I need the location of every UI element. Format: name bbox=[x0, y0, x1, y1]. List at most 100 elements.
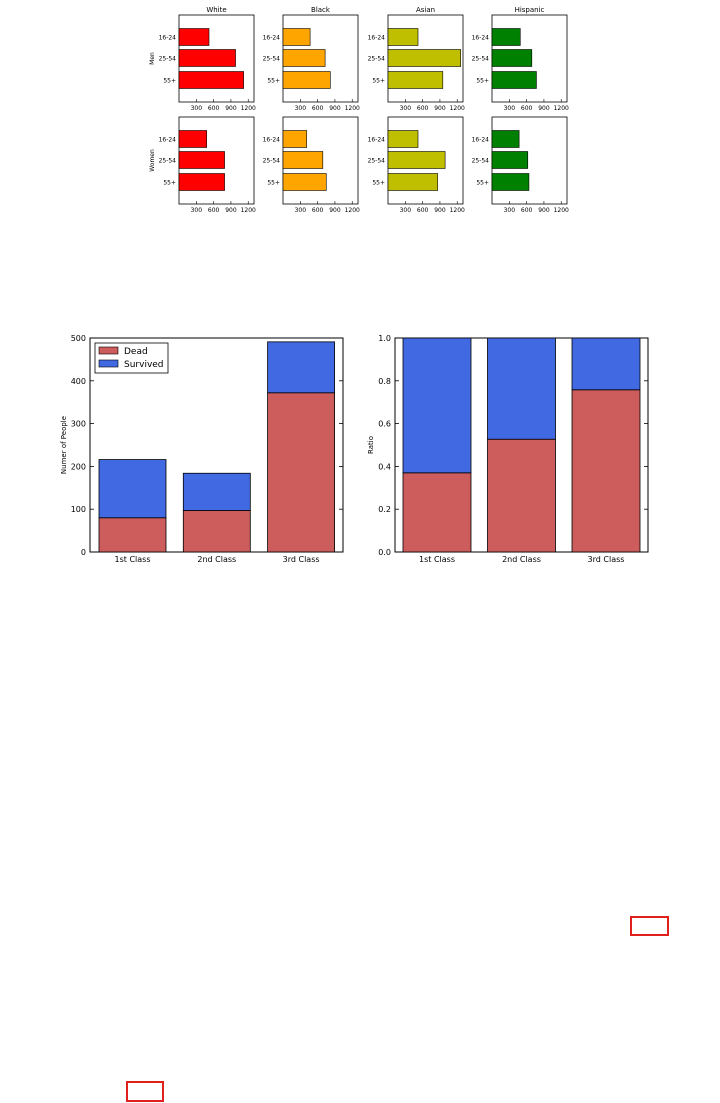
x-tick-label: 900 bbox=[538, 207, 550, 214]
row-label: Women bbox=[149, 149, 156, 172]
bar-16-24 bbox=[491, 130, 520, 148]
y-tick-label: 0.8 bbox=[378, 377, 391, 386]
x-tick-label: 1st Class bbox=[115, 555, 151, 564]
age-group-label: 25-54 bbox=[472, 56, 490, 63]
ratio-bar-upper-1 bbox=[402, 337, 472, 474]
x-tick-label: 3rd Class bbox=[283, 555, 320, 564]
x-tick-label: 600 bbox=[208, 105, 220, 112]
x-tick-label: 300 bbox=[295, 105, 307, 112]
age-group-label: 25-54 bbox=[159, 56, 177, 63]
age-group-label: 16-24 bbox=[472, 137, 490, 144]
y-tick-label: 500 bbox=[71, 334, 86, 343]
x-tick-label: 900 bbox=[434, 207, 446, 214]
legend-swatch bbox=[98, 346, 119, 355]
bar-25-54 bbox=[178, 49, 236, 67]
column-title: Hispanic bbox=[515, 6, 545, 14]
bar-16-24 bbox=[178, 130, 207, 148]
y-tick-label: 1.0 bbox=[378, 334, 391, 343]
age-group-label: 55+ bbox=[476, 180, 489, 187]
age-group-label: 55+ bbox=[163, 78, 176, 85]
x-tick-label: 600 bbox=[521, 207, 533, 214]
row-label: Men bbox=[149, 52, 156, 65]
age-group-label: 16-24 bbox=[159, 35, 177, 42]
red-annotation-box-lower bbox=[126, 1081, 164, 1102]
age-group-label: 25-54 bbox=[368, 158, 386, 165]
y-tick-label: 0.0 bbox=[378, 548, 391, 557]
x-tick-label: 1200 bbox=[450, 207, 465, 214]
bar-55+ bbox=[491, 71, 537, 89]
column-title: Asian bbox=[416, 6, 435, 14]
age-group-label: 16-24 bbox=[368, 137, 386, 144]
bar-dead-3 bbox=[267, 392, 336, 553]
legend-swatch bbox=[98, 359, 119, 368]
x-tick-label: 2nd Class bbox=[197, 555, 236, 564]
x-tick-label: 600 bbox=[417, 207, 429, 214]
x-tick-label: 900 bbox=[329, 207, 341, 214]
y-axis-label: Numer of People bbox=[60, 416, 68, 474]
x-tick-label: 300 bbox=[191, 105, 203, 112]
age-group-label: 55+ bbox=[267, 180, 280, 187]
y-tick-label: 0.4 bbox=[378, 462, 391, 471]
x-tick-label: 600 bbox=[312, 207, 324, 214]
bar-25-54 bbox=[387, 49, 461, 67]
bar-survived-1 bbox=[98, 459, 167, 519]
x-tick-label: 1200 bbox=[241, 207, 256, 214]
bar-25-54 bbox=[282, 151, 324, 169]
x-tick-label: 300 bbox=[504, 105, 516, 112]
bar-55+ bbox=[387, 173, 438, 191]
bar-25-54 bbox=[387, 151, 446, 169]
ratio-bar-lower-1 bbox=[402, 472, 472, 553]
age-group-label: 25-54 bbox=[263, 158, 281, 165]
bar-survived-3 bbox=[267, 341, 336, 394]
age-group-label: 16-24 bbox=[263, 35, 281, 42]
age-group-label: 25-54 bbox=[159, 158, 177, 165]
x-tick-label: 1200 bbox=[554, 207, 569, 214]
age-group-label: 55+ bbox=[267, 78, 280, 85]
bar-16-24 bbox=[178, 28, 210, 46]
y-tick-label: 0.2 bbox=[378, 505, 391, 514]
x-tick-label: 1200 bbox=[241, 105, 256, 112]
ratio-bar-upper-2 bbox=[487, 337, 556, 440]
age-group-label: 16-24 bbox=[368, 35, 386, 42]
age-group-label: 25-54 bbox=[368, 56, 386, 63]
bar-25-54 bbox=[491, 49, 533, 67]
bar-25-54 bbox=[282, 49, 326, 67]
x-tick-label: 300 bbox=[191, 207, 203, 214]
column-title: Black bbox=[311, 6, 331, 14]
bar-16-24 bbox=[491, 28, 521, 46]
y-tick-label: 0.6 bbox=[378, 420, 391, 429]
age-group-label: 55+ bbox=[476, 78, 489, 85]
age-group-label: 55+ bbox=[163, 180, 176, 187]
y-tick-label: 300 bbox=[71, 420, 86, 429]
y-axis-label: Ratio bbox=[367, 436, 375, 454]
x-tick-label: 300 bbox=[400, 105, 412, 112]
bar-25-54 bbox=[178, 151, 225, 169]
age-group-label: 25-54 bbox=[263, 56, 281, 63]
age-group-label: 16-24 bbox=[472, 35, 490, 42]
x-tick-label: 1st Class bbox=[419, 555, 455, 564]
y-tick-label: 0 bbox=[81, 548, 86, 557]
bar-55+ bbox=[178, 71, 244, 89]
y-tick-label: 200 bbox=[71, 462, 86, 471]
y-tick-label: 400 bbox=[71, 377, 86, 386]
bar-16-24 bbox=[282, 28, 311, 46]
x-tick-label: 300 bbox=[400, 207, 412, 214]
x-tick-label: 900 bbox=[434, 105, 446, 112]
bar-16-24 bbox=[387, 130, 419, 148]
x-tick-label: 600 bbox=[312, 105, 324, 112]
x-tick-label: 300 bbox=[295, 207, 307, 214]
red-annotation-box-upper bbox=[630, 916, 669, 936]
x-tick-label: 1200 bbox=[345, 105, 360, 112]
x-tick-label: 900 bbox=[225, 105, 237, 112]
x-tick-label: 1200 bbox=[345, 207, 360, 214]
bar-55+ bbox=[178, 173, 225, 191]
x-tick-label: 900 bbox=[538, 105, 550, 112]
bar-55+ bbox=[491, 173, 530, 191]
ratio-bar-upper-3 bbox=[571, 337, 641, 391]
age-group-label: 55+ bbox=[372, 180, 385, 187]
x-tick-label: 900 bbox=[329, 105, 341, 112]
bar-dead-1 bbox=[98, 517, 167, 553]
x-tick-label: 900 bbox=[225, 207, 237, 214]
x-tick-label: 300 bbox=[504, 207, 516, 214]
age-group-label: 55+ bbox=[372, 78, 385, 85]
